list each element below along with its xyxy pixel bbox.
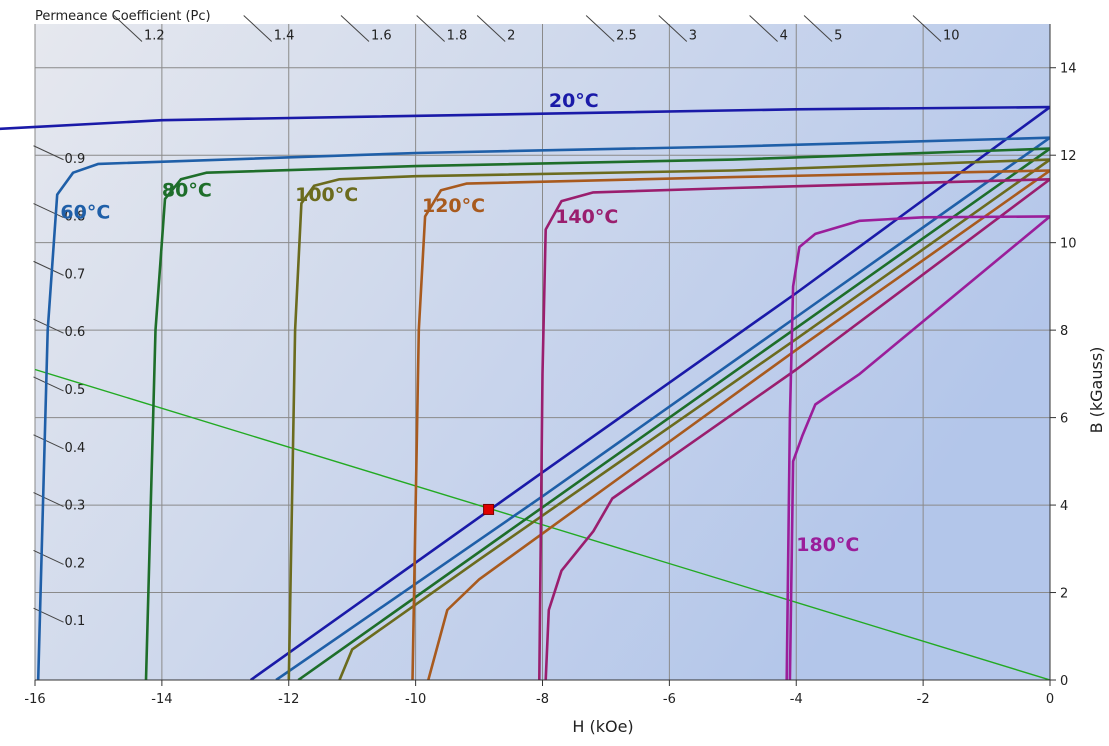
pc-left-label-0-4: 0.4 [65, 441, 86, 456]
y-tick-label: 2 [1060, 587, 1068, 602]
series-60-c-normal-curve [275, 136, 1050, 680]
pc-top-mark [340, 15, 370, 42]
x-tick-label: -12 [278, 692, 299, 707]
pc-top-mark [585, 15, 615, 42]
x-tick-label: -16 [24, 692, 45, 707]
pc-top-label-1-8: 1.8 [447, 28, 468, 43]
y-tick-label: 12 [1060, 149, 1077, 164]
y-tick-label: 0 [1060, 674, 1068, 689]
series-20-c-intrinsic-curve [0, 105, 1050, 131]
series-60-c-intrinsic-curve [36, 136, 1050, 680]
series-label-180-c: 180°C [796, 534, 859, 556]
pc-top-label-1-6: 1.6 [371, 28, 392, 43]
permeance-coefficient-scale: 11.21.41.61.822.5345100.90.80.70.60.50.4… [33, 15, 960, 629]
x-tick-label: -6 [663, 692, 676, 707]
pc-left-mark [33, 203, 64, 219]
series-label-20-c: 20°C [549, 90, 599, 112]
series-layer [0, 105, 1050, 680]
pc-top-label-1-2: 1.2 [144, 28, 165, 43]
pc-left-label-0-6: 0.6 [65, 325, 86, 340]
series-180-c-normal-curve [788, 215, 1050, 680]
series-labels: 20°C 60°C 80°C 100°C 120°C 140°C 180°C [60, 90, 859, 556]
grid: -16 -14 -12 -10 -8 -6 -4 -2 00 2 4 6 8 10 12 14 [24, 24, 1077, 707]
pc-left-label-0-2: 0.2 [65, 556, 86, 571]
pc-top-label-2: 2 [507, 28, 515, 43]
pc-left-label-0-8: 0.8 [65, 210, 86, 225]
pc-left-mark [33, 376, 64, 392]
x-tick-label: -14 [151, 692, 172, 707]
series-label-80-c: 80°C [162, 180, 212, 202]
pc-top-mark [476, 15, 506, 42]
y-tick-label: 6 [1060, 412, 1068, 427]
series-label-60-c: 60°C [60, 202, 110, 224]
pc-left-label-0-3: 0.3 [65, 499, 86, 514]
pc-left-mark [33, 434, 64, 450]
pc-left-mark [33, 607, 64, 623]
pc-top-label-2-5: 2.5 [616, 28, 637, 43]
series-label-100-c: 100°C [295, 184, 358, 206]
series-100-c-normal-curve [338, 158, 1050, 680]
x-tick-label: -8 [536, 692, 549, 707]
pc-top-label-5: 5 [834, 28, 842, 43]
series-80-c-normal-curve [297, 147, 1050, 680]
series-120-c-intrinsic-curve [411, 169, 1050, 680]
series-180-c-intrinsic-curve [785, 215, 1050, 680]
pc-top-label-1-4: 1.4 [274, 28, 295, 43]
x-tick-label: -10 [405, 692, 426, 707]
pc-left-label-0-9: 0.9 [65, 152, 86, 167]
y-tick-label: 4 [1060, 499, 1068, 514]
series-100-c-intrinsic-curve [287, 158, 1050, 680]
pc-top-label-3: 3 [689, 28, 697, 43]
x-tick-label: -2 [917, 692, 930, 707]
x-tick-label: 0 [1046, 692, 1054, 707]
series-140-c-intrinsic-curve [538, 178, 1050, 680]
pc-top-mark [243, 15, 273, 42]
pc-left-mark [33, 492, 64, 508]
pc-left-label-0-7: 0.7 [65, 267, 86, 282]
x-axis-title: H (kOe) [572, 717, 633, 736]
series-label-120-c: 120°C [422, 195, 485, 217]
axes: H (kOe) B (kGauss) Permeance Coefficient… [35, 9, 1106, 736]
series-120-c-normal-curve [427, 169, 1050, 680]
pc-top-mark [749, 15, 778, 42]
y-tick-label: 10 [1060, 237, 1077, 252]
operating-point-marker[interactable] [483, 503, 495, 515]
pc-left-mark [33, 145, 64, 161]
series-label-140-c: 140°C [555, 206, 618, 228]
pc-left-label-0-1: 0.1 [65, 614, 86, 629]
load-line [34, 368, 1050, 680]
pc-left-mark [33, 260, 64, 276]
pc-top-mark [416, 15, 445, 42]
pc-top-label-10: 10 [943, 28, 960, 43]
series-20-c-normal-curve [249, 106, 1050, 680]
y-tick-label: 14 [1060, 62, 1077, 77]
y-axis-title: B (kGauss) [1087, 347, 1106, 434]
series-80-c-intrinsic-curve [144, 147, 1050, 680]
pc-left-mark [33, 549, 64, 565]
pc-top-mark [803, 15, 833, 42]
pc-axis-title: Permeance Coefficient (Pc) [35, 9, 211, 24]
pc-top-label-4: 4 [780, 28, 788, 43]
series-140-c-normal-curve [544, 178, 1050, 680]
y-tick-label: 8 [1060, 324, 1068, 339]
x-tick-label: -4 [790, 692, 803, 707]
pc-top-mark [912, 15, 942, 42]
pc-top-mark [658, 15, 688, 42]
pc-left-label-0-5: 0.5 [65, 383, 86, 398]
pc-top-mark [113, 15, 143, 42]
